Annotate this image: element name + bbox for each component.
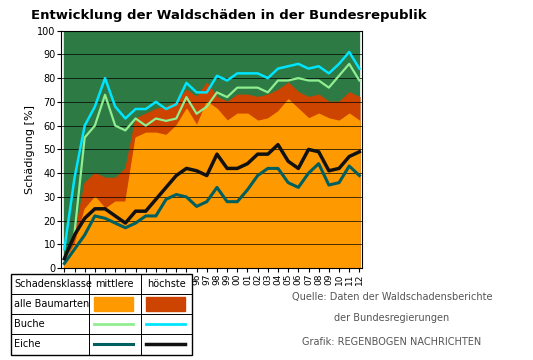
Text: Buche: Buche xyxy=(14,319,45,329)
Text: mittlere: mittlere xyxy=(95,279,134,289)
Bar xyxy=(94,297,133,311)
Text: Entwicklung der Waldschäden in der Bundesrepublik: Entwicklung der Waldschäden in der Bunde… xyxy=(31,9,427,22)
Text: Quelle: Daten der Waldschadensberichte: Quelle: Daten der Waldschadensberichte xyxy=(292,292,492,302)
Text: Grafik: REGENBOGEN NACHRICHTEN: Grafik: REGENBOGEN NACHRICHTEN xyxy=(302,337,481,347)
Text: alle Baumarten: alle Baumarten xyxy=(14,299,90,309)
Text: Eiche: Eiche xyxy=(14,339,41,350)
Text: höchste: höchste xyxy=(147,279,185,289)
Bar xyxy=(11,274,192,355)
Text: der Bundesregierungen: der Bundesregierungen xyxy=(334,313,449,323)
Y-axis label: Schädigung [%]: Schädigung [%] xyxy=(25,105,35,194)
Bar xyxy=(146,297,185,311)
Text: Schadensklasse: Schadensklasse xyxy=(14,279,92,289)
